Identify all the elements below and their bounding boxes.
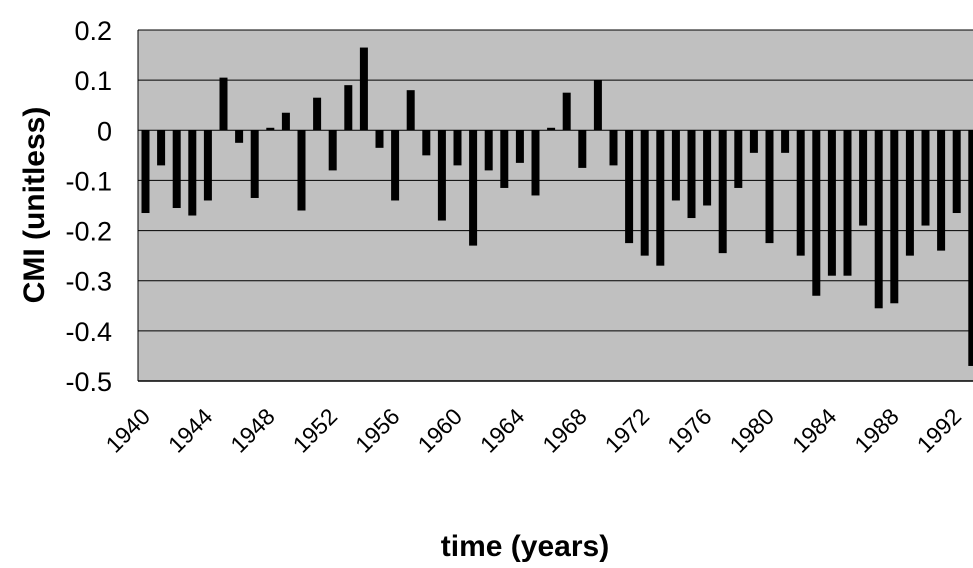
bar bbox=[172, 130, 181, 209]
bar bbox=[671, 130, 680, 201]
bar bbox=[968, 130, 973, 366]
bar bbox=[812, 130, 821, 296]
x-tick-label: 1964 bbox=[475, 403, 530, 458]
x-tick-labels: 1940 1944 1948 1952 1956 1960 1964 1968 1972 1976… bbox=[100, 403, 966, 458]
bar bbox=[578, 130, 587, 168]
bar bbox=[656, 130, 665, 266]
x-tick-label: 1980 bbox=[724, 403, 779, 458]
y-axis-title: CMI (unitless) bbox=[18, 107, 51, 304]
bar bbox=[219, 77, 228, 131]
x-tick-label: 1948 bbox=[225, 403, 280, 458]
bar bbox=[235, 130, 244, 143]
bar bbox=[874, 130, 883, 309]
bar bbox=[625, 130, 634, 244]
bar bbox=[203, 130, 212, 201]
bar bbox=[859, 130, 868, 226]
bar bbox=[422, 130, 431, 156]
bar bbox=[547, 127, 556, 131]
y-tick-label: -0.1 bbox=[65, 166, 112, 196]
bar bbox=[437, 130, 446, 221]
bar bbox=[843, 130, 852, 276]
bar bbox=[469, 130, 478, 246]
y-tick-labels: 0.2 0.1 0 -0.1 -0.2 -0.3 -0.4 -0.5 bbox=[65, 16, 112, 397]
bar bbox=[484, 130, 493, 171]
bar bbox=[188, 130, 197, 216]
bar bbox=[781, 130, 790, 153]
bar bbox=[500, 130, 509, 188]
bar bbox=[703, 130, 712, 206]
y-tick-label: -0.4 bbox=[65, 317, 112, 347]
bar bbox=[297, 130, 306, 211]
bar bbox=[640, 130, 649, 256]
bar bbox=[687, 130, 696, 219]
bar bbox=[515, 130, 524, 163]
bar bbox=[266, 127, 275, 131]
bar bbox=[749, 130, 758, 153]
bar bbox=[718, 130, 727, 254]
bar bbox=[328, 130, 337, 171]
bar bbox=[375, 130, 384, 148]
bar bbox=[937, 130, 946, 251]
bar bbox=[250, 130, 259, 198]
x-tick-label: 1992 bbox=[912, 403, 967, 458]
bar bbox=[905, 130, 914, 256]
x-tick-label: 1940 bbox=[100, 403, 155, 458]
y-tick-label: 0 bbox=[97, 116, 112, 146]
bar bbox=[890, 130, 899, 304]
x-tick-label: 1960 bbox=[412, 403, 467, 458]
x-tick-label: 1956 bbox=[350, 403, 405, 458]
y-tick-label: -0.3 bbox=[65, 267, 112, 297]
bar bbox=[827, 130, 836, 276]
bar bbox=[281, 112, 290, 131]
bar bbox=[141, 130, 150, 214]
bar bbox=[313, 97, 322, 131]
y-tick-label: 0.2 bbox=[74, 16, 112, 46]
bar bbox=[609, 130, 618, 166]
y-tick-label: -0.2 bbox=[65, 217, 112, 247]
bar bbox=[593, 80, 602, 131]
x-tick-label: 1984 bbox=[787, 403, 842, 458]
x-tick-label: 1968 bbox=[537, 403, 592, 458]
bar bbox=[921, 130, 930, 226]
x-tick-label: 1988 bbox=[849, 403, 904, 458]
bar bbox=[391, 130, 400, 201]
bar bbox=[796, 130, 805, 256]
bar bbox=[765, 130, 774, 244]
bar bbox=[562, 92, 571, 131]
bar bbox=[406, 90, 415, 131]
bar bbox=[359, 47, 368, 131]
bar bbox=[344, 85, 353, 131]
x-tick-label: 1976 bbox=[662, 403, 717, 458]
bars bbox=[141, 47, 973, 366]
bar bbox=[453, 130, 462, 166]
bar bbox=[157, 130, 166, 166]
x-tick-label: 1952 bbox=[288, 403, 343, 458]
bar bbox=[531, 130, 540, 196]
x-tick-label: 1944 bbox=[163, 403, 218, 458]
bar bbox=[734, 130, 743, 188]
x-tick-label: 1972 bbox=[600, 403, 655, 458]
y-tick-label: -0.5 bbox=[65, 367, 112, 397]
x-axis-title: time (years) bbox=[441, 530, 609, 563]
bar bbox=[952, 130, 961, 214]
y-tick-label: 0.1 bbox=[74, 66, 112, 96]
